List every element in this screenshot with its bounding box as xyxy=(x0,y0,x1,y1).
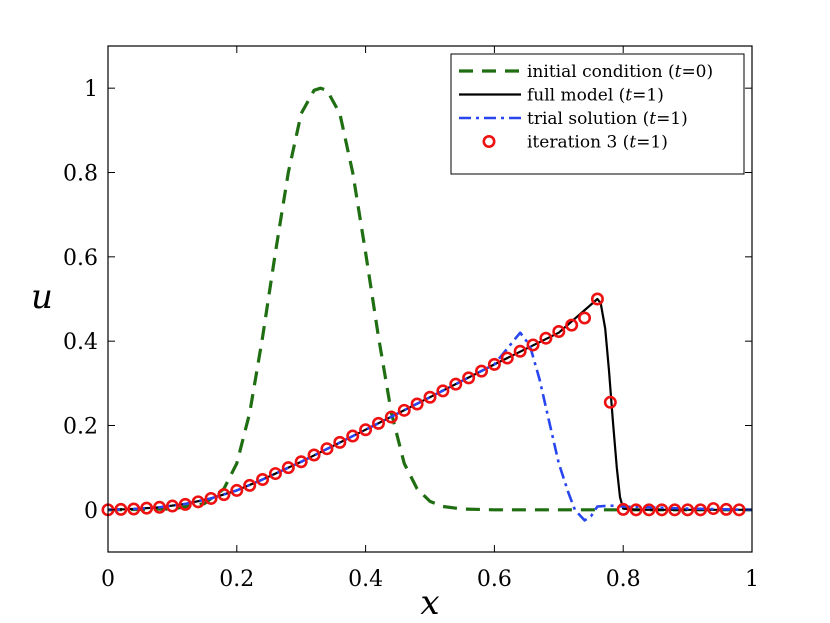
data-point xyxy=(410,397,424,411)
x-tick-label: 0.4 xyxy=(348,567,383,592)
x-tick-label: 0.2 xyxy=(219,567,254,592)
legend-label-variable: t xyxy=(675,62,682,82)
data-point xyxy=(526,338,540,352)
data-point xyxy=(732,503,746,517)
data-point xyxy=(165,499,179,513)
y-tick-label: 1 xyxy=(84,77,98,102)
legend-label: full model (t=1) xyxy=(527,86,664,106)
data-point xyxy=(153,500,167,514)
legend-label-prefix: initial condition ( xyxy=(527,62,675,82)
data-point xyxy=(603,395,617,409)
y-tick-label: 0.2 xyxy=(63,415,98,440)
x-tick-label: 1 xyxy=(745,567,759,592)
data-point xyxy=(423,390,437,404)
plot-frame xyxy=(107,45,753,553)
data-point xyxy=(243,478,257,492)
x-tick-label: 0 xyxy=(101,567,115,592)
legend-label-prefix: trial solution ( xyxy=(527,109,649,129)
legend-label-suffix: =1) xyxy=(636,133,668,153)
x-tick-label: 0.6 xyxy=(477,567,512,592)
series-layer xyxy=(101,86,753,522)
data-point xyxy=(230,483,244,497)
data-point xyxy=(307,448,321,462)
data-point xyxy=(655,503,669,517)
data-point xyxy=(127,502,141,516)
x-axis-label: x xyxy=(420,583,439,623)
series-trial-solution xyxy=(107,331,753,522)
legend-label-variable: t xyxy=(629,133,636,153)
data-point xyxy=(114,502,128,516)
data-point xyxy=(204,491,218,505)
legend-label-prefix: iteration 3 ( xyxy=(527,133,629,153)
series-initial-condition xyxy=(107,86,752,512)
data-point xyxy=(565,318,579,332)
series-iteration-3 xyxy=(101,292,746,517)
data-point xyxy=(294,455,308,469)
data-point xyxy=(178,497,192,511)
legend-entry: full model (t=1) xyxy=(459,86,664,106)
data-point xyxy=(384,410,398,424)
data-point xyxy=(642,503,656,517)
data-point xyxy=(668,503,682,517)
data-point xyxy=(359,423,373,437)
data-point xyxy=(629,503,643,517)
data-point xyxy=(217,488,231,502)
legend-entry: iteration 3 (t=1) xyxy=(482,133,668,153)
data-point xyxy=(616,502,630,516)
legend-label-prefix: full model ( xyxy=(527,86,625,106)
x-tick-label: 0.8 xyxy=(606,567,641,592)
data-point xyxy=(681,503,695,517)
data-point xyxy=(320,442,334,456)
legend: initial condition (t=0)full model (t=1)t… xyxy=(450,53,745,175)
legend-label: iteration 3 (t=1) xyxy=(527,133,668,153)
data-point xyxy=(693,503,707,517)
y-tick-label: 0.8 xyxy=(63,162,98,187)
data-point xyxy=(191,495,205,509)
legend-label-suffix: =1) xyxy=(656,109,688,129)
data-point xyxy=(513,344,527,358)
data-point xyxy=(552,324,566,338)
ticks-layer: 0 0.2 0.4 0.6 0.8 1 0 0.2 0.4 0.6 0.8 1 xyxy=(63,46,759,592)
legend-marker xyxy=(482,135,496,149)
data-point xyxy=(487,357,501,371)
data-point xyxy=(333,435,347,449)
data-point xyxy=(371,416,385,430)
data-point xyxy=(449,377,463,391)
data-point xyxy=(256,472,270,486)
data-point xyxy=(268,467,282,481)
data-point xyxy=(140,501,154,515)
legend-label: trial solution (t=1) xyxy=(527,109,688,129)
legend-label-suffix: =1) xyxy=(632,86,664,106)
legend-label: initial condition (t=0) xyxy=(527,62,713,82)
y-axis-label: u xyxy=(31,277,53,317)
legend-entry: trial solution (t=1) xyxy=(459,109,688,129)
y-tick-label: 0 xyxy=(84,499,98,524)
legend-label-suffix: =0) xyxy=(681,62,713,82)
data-point xyxy=(281,461,295,475)
data-point xyxy=(346,429,360,443)
data-point xyxy=(475,364,489,378)
legend-label-variable: t xyxy=(649,109,656,129)
data-point xyxy=(436,384,450,398)
data-point xyxy=(500,351,514,365)
data-point xyxy=(706,502,720,516)
data-point xyxy=(539,331,553,345)
data-point xyxy=(462,371,476,385)
legend-box xyxy=(450,53,745,175)
data-point xyxy=(397,403,411,417)
legend-entry: initial condition (t=0) xyxy=(459,62,713,82)
y-tick-label: 0.4 xyxy=(63,330,98,355)
data-point xyxy=(578,311,592,325)
data-point xyxy=(590,292,604,306)
y-tick-label: 0.6 xyxy=(63,246,98,271)
legend-label-variable: t xyxy=(625,86,632,106)
data-point xyxy=(719,502,733,516)
